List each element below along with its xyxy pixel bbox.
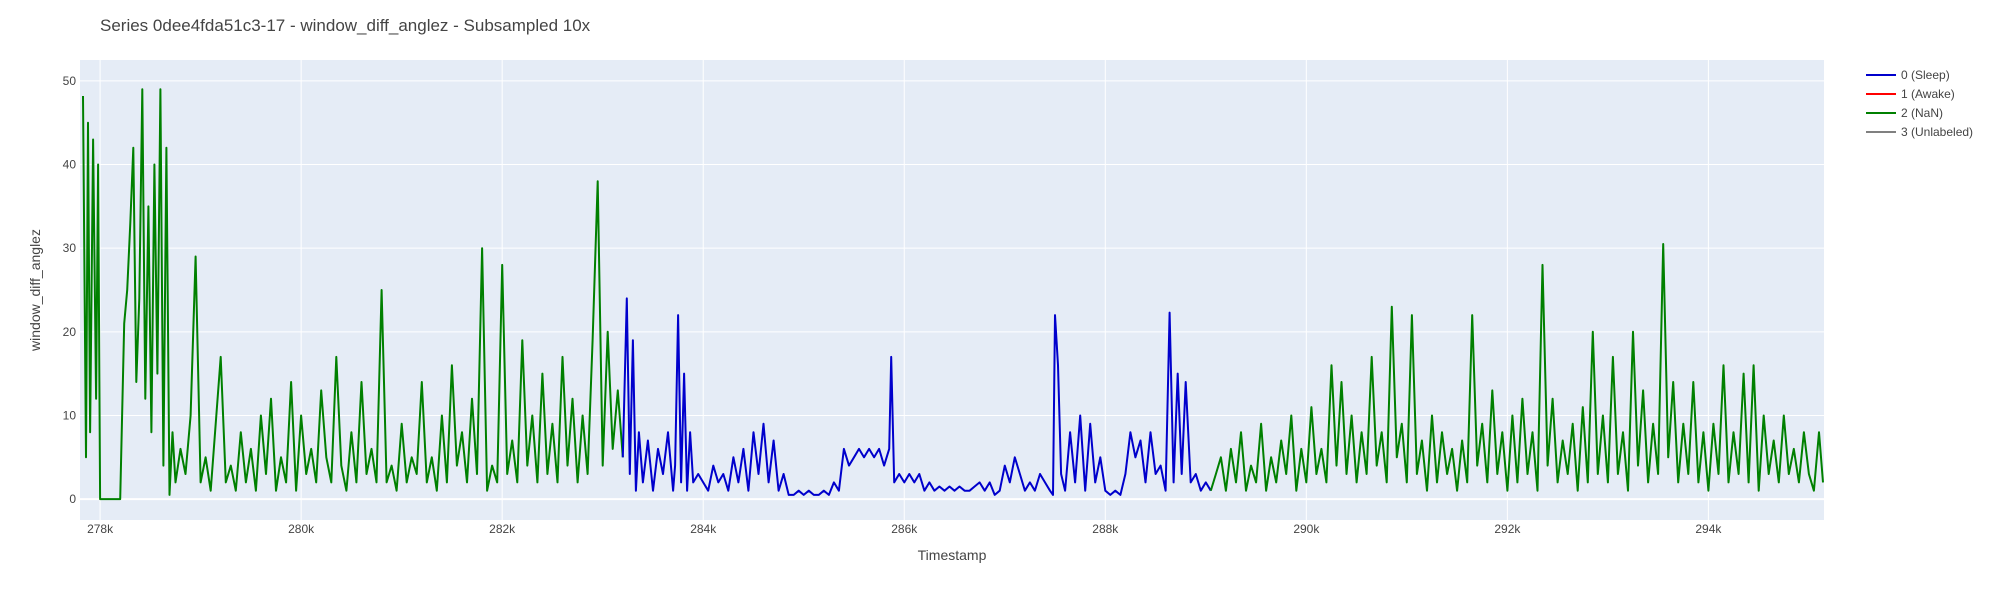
x-tick-label: 288k (1092, 522, 1119, 536)
series-line-1[interactable] (621, 297, 1212, 496)
x-tick-label: 278k (87, 522, 114, 536)
legend-label: 3 (Unlabeled) (1901, 125, 1973, 139)
legend-label: 1 (Awake) (1901, 87, 1955, 101)
x-tick-label: 292k (1494, 522, 1521, 536)
x-axis-ticks: 278k 280k 282k 284k 286k 288k 290k 292k 294k (87, 522, 1722, 536)
grid-lines (80, 60, 1824, 520)
series-line-2[interactable] (1209, 243, 1824, 492)
series-line-0[interactable] (82, 88, 624, 501)
legend-item[interactable]: 2 (NaN) (1866, 106, 1943, 120)
y-tick-label: 50 (63, 74, 77, 88)
legend-label: 0 (Sleep) (1901, 68, 1950, 82)
y-tick-label: 20 (63, 325, 77, 339)
legend-item[interactable]: 1 (Awake) (1866, 87, 1955, 101)
legend-label: 2 (NaN) (1901, 106, 1943, 120)
legend-item[interactable]: 3 (Unlabeled) (1866, 125, 1973, 139)
x-tick-label: 290k (1293, 522, 1320, 536)
legend-item[interactable]: 0 (Sleep) (1866, 68, 1950, 82)
y-axis-ticks: 0 10 20 30 40 50 (63, 74, 77, 506)
series-layer (82, 88, 1824, 501)
x-tick-label: 294k (1695, 522, 1722, 536)
y-tick-label: 0 (69, 492, 76, 506)
x-tick-label: 282k (489, 522, 516, 536)
x-tick-label: 280k (288, 522, 315, 536)
y-axis-title: window_diff_anglez (27, 229, 43, 352)
chart-title: Series 0dee4fda51c3-17 - window_diff_ang… (100, 16, 591, 35)
y-tick-label: 30 (63, 241, 77, 255)
x-tick-label: 284k (690, 522, 717, 536)
x-axis-title: Timestamp (918, 547, 987, 563)
y-tick-label: 40 (63, 158, 77, 172)
legend[interactable]: 0 (Sleep) 1 (Awake) 2 (NaN) 3 (Unlabeled) (1866, 68, 1973, 139)
y-tick-label: 10 (63, 408, 77, 422)
x-tick-label: 286k (891, 522, 918, 536)
